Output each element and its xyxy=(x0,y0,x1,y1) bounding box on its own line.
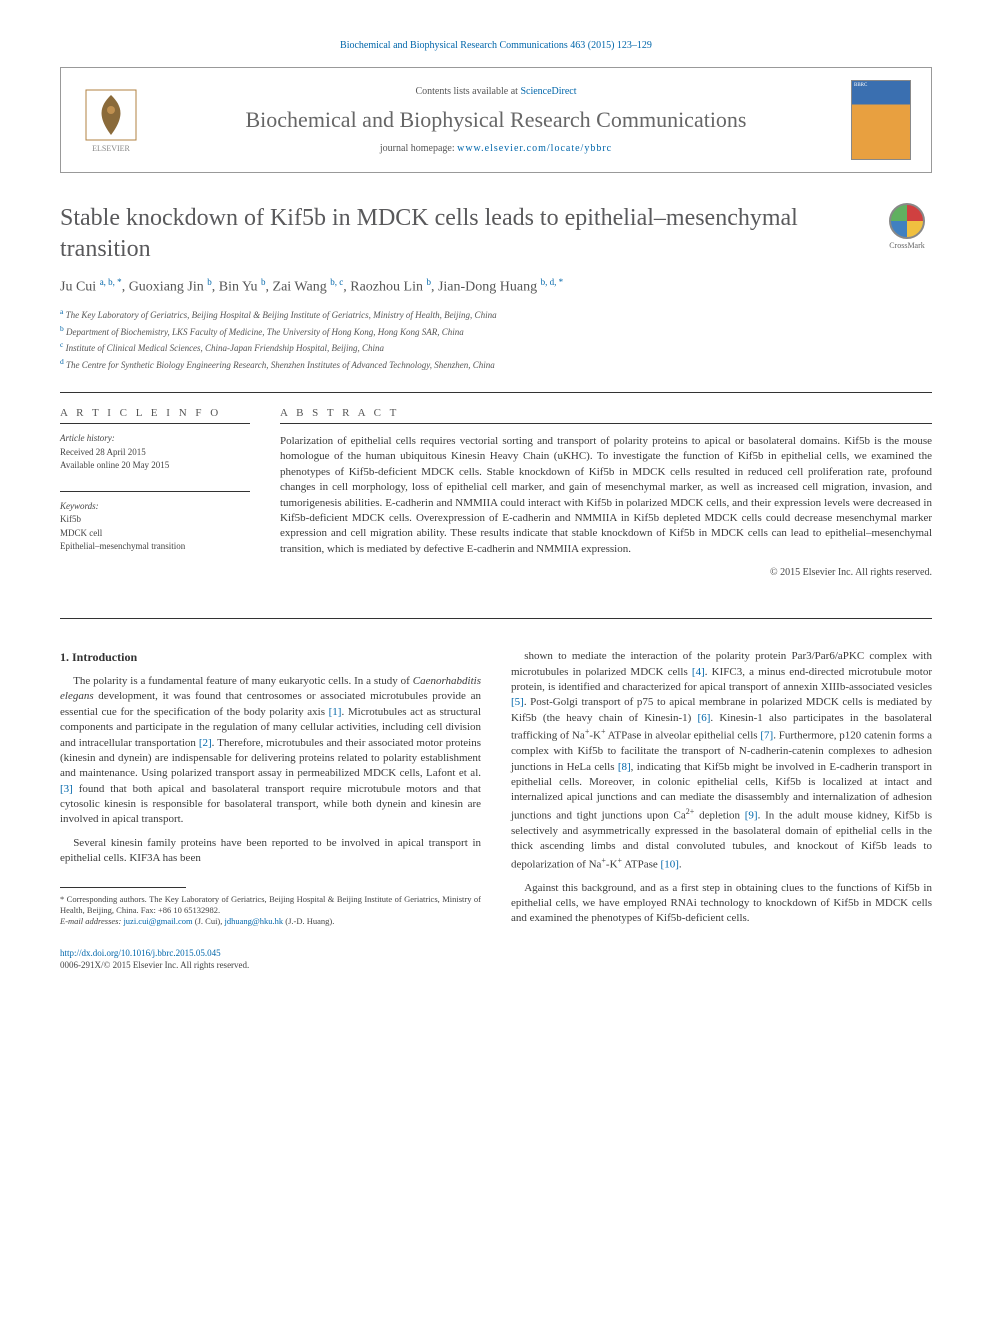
footer-block: http://dx.doi.org/10.1016/j.bbrc.2015.05… xyxy=(60,947,481,972)
homepage-link[interactable]: www.elsevier.com/locate/ybbrc xyxy=(457,143,612,154)
crossmark-icon xyxy=(889,203,925,239)
abstract-heading: A B S T R A C T xyxy=(280,407,932,419)
keywords-label: Keywords: xyxy=(60,500,250,514)
contents-available-line: Contents lists available at ScienceDirec… xyxy=(141,86,851,97)
divider xyxy=(60,392,932,393)
journal-cover-thumbnail: BBRC xyxy=(851,80,911,160)
crossmark-label: CrossMark xyxy=(889,241,925,250)
footnote-separator xyxy=(60,887,186,888)
body-paragraph: shown to mediate the interaction of the … xyxy=(511,649,932,872)
affiliation-line: d The Centre for Synthetic Biology Engin… xyxy=(60,356,932,373)
journal-homepage-line: journal homepage: www.elsevier.com/locat… xyxy=(141,143,851,154)
abstract-copyright: © 2015 Elsevier Inc. All rights reserved… xyxy=(280,567,932,578)
emails-label: E-mail addresses: xyxy=(60,916,123,926)
history-label: Article history: xyxy=(60,432,250,446)
affiliation-line: c Institute of Clinical Medical Sciences… xyxy=(60,339,932,356)
crossmark-badge[interactable]: CrossMark xyxy=(882,203,932,250)
abstract-column: A B S T R A C T Polarization of epitheli… xyxy=(280,407,932,578)
body-paragraph: The polarity is a fundamental feature of… xyxy=(60,674,481,828)
doi-link[interactable]: http://dx.doi.org/10.1016/j.bbrc.2015.05… xyxy=(60,948,221,958)
abstract-text: Polarization of epithelial cells require… xyxy=(280,423,932,557)
article-title: Stable knockdown of Kif5b in MDCK cells … xyxy=(60,203,882,265)
body-paragraph: Against this background, and as a first … xyxy=(511,881,932,927)
keyword-item: Kif5b xyxy=(60,513,250,527)
email-link-1[interactable]: juzi.cui@gmail.com xyxy=(123,916,192,926)
journal-header-box: ELSEVIER Contents lists available at Sci… xyxy=(60,67,932,173)
header-citation: Biochemical and Biophysical Research Com… xyxy=(60,40,932,51)
journal-name: Biochemical and Biophysical Research Com… xyxy=(141,107,851,133)
body-right-column: shown to mediate the interaction of the … xyxy=(511,649,932,972)
article-info-heading: A R T I C L E I N F O xyxy=(60,407,250,419)
article-info-column: A R T I C L E I N F O Article history: R… xyxy=(60,407,250,578)
homepage-label: journal homepage: xyxy=(380,143,457,154)
corresponding-footnote: * Corresponding authors. The Key Laborat… xyxy=(60,894,481,927)
body-paragraph: Several kinesin family proteins have bee… xyxy=(60,836,481,867)
contents-available-text: Contents lists available at xyxy=(415,86,520,97)
cover-label: BBRC xyxy=(852,81,910,90)
divider xyxy=(60,618,932,619)
svg-text:ELSEVIER: ELSEVIER xyxy=(92,144,130,153)
email-link-2[interactable]: jdhuang@hku.hk xyxy=(225,916,284,926)
section-1-heading: 1. Introduction xyxy=(60,649,481,666)
keyword-item: Epithelial–mesenchymal transition xyxy=(60,540,250,554)
received-date: Received 28 April 2015 xyxy=(60,446,250,460)
email-name-2: (J.-D. Huang). xyxy=(285,916,334,926)
elsevier-logo: ELSEVIER xyxy=(81,85,141,155)
authors-line: Ju Cui a, b, *, Guoxiang Jin b, Bin Yu b… xyxy=(60,277,932,296)
body-left-column: 1. Introduction The polarity is a fundam… xyxy=(60,649,481,972)
available-date: Available online 20 May 2015 xyxy=(60,459,250,473)
email-name-1: (J. Cui), xyxy=(195,916,225,926)
affiliation-line: a The Key Laboratory of Geriatrics, Beij… xyxy=(60,306,932,323)
affiliation-line: b Department of Biochemistry, LKS Facult… xyxy=(60,323,932,340)
keyword-item: MDCK cell xyxy=(60,527,250,541)
affiliations-block: a The Key Laboratory of Geriatrics, Beij… xyxy=(60,306,932,372)
issn-line: 0006-291X/© 2015 Elsevier Inc. All right… xyxy=(60,959,481,972)
footnote-text: * Corresponding authors. The Key Laborat… xyxy=(60,894,481,916)
sciencedirect-link[interactable]: ScienceDirect xyxy=(520,86,576,97)
